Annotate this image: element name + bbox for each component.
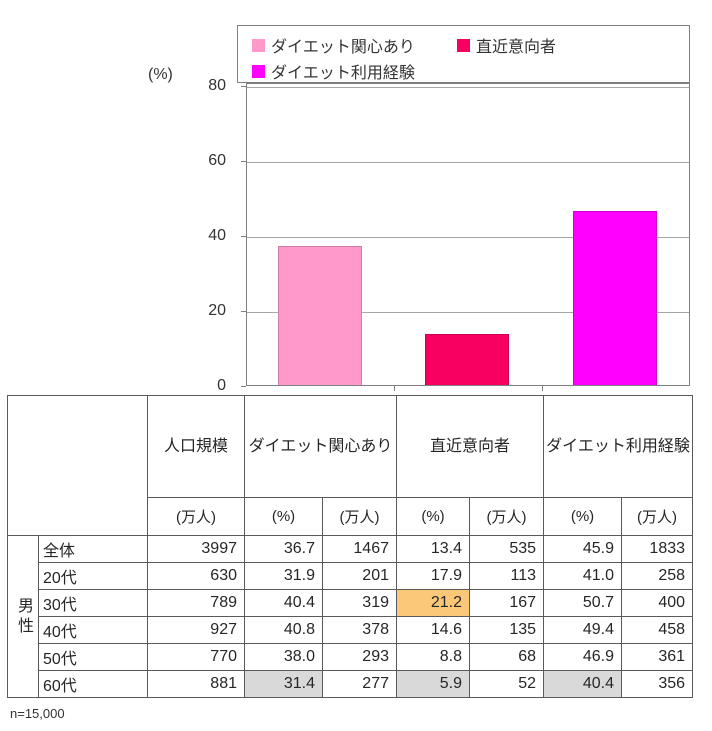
bar-diet-experience (573, 211, 657, 385)
row-label: 50代 (38, 643, 148, 671)
unit-cell: (%) (244, 497, 323, 536)
data-cell: 49.4 (543, 616, 623, 644)
data-cell-highlighted: 40.4 (543, 670, 623, 698)
x-tick-mark (542, 386, 543, 391)
legend-label: 直近意向者 (476, 39, 557, 56)
data-cell: 630 (147, 562, 245, 590)
row-label: 30代 (38, 589, 148, 617)
gridline-20 (247, 312, 689, 313)
y-tick-mark (241, 86, 246, 87)
row-label: 全体 (38, 535, 148, 563)
y-tick-mark (241, 311, 246, 312)
legend-item-experience: ダイエット利用経験 (252, 59, 415, 83)
y-axis-unit-label: (%) (148, 66, 173, 83)
group-label-male: 男性 (7, 535, 39, 698)
data-cell: 68 (468, 643, 545, 671)
y-tick-label: 60 (208, 152, 226, 169)
row-label: 40代 (38, 616, 148, 644)
data-cell: 45.9 (543, 535, 623, 563)
data-cell: 52 (468, 670, 545, 698)
y-tick-label: 40 (208, 227, 226, 244)
bar-diet-interest (278, 246, 362, 385)
data-cell: 277 (322, 670, 397, 698)
data-cell: 3997 (147, 535, 245, 563)
data-cell: 13.4 (396, 535, 470, 563)
data-cell: 927 (147, 616, 245, 644)
data-cell: 41.0 (543, 562, 623, 590)
col-header-population: 人口規模 (147, 395, 245, 498)
data-cell-highlighted: 31.4 (244, 670, 323, 698)
unit-cell: (万人) (468, 497, 545, 536)
data-cell: 113 (468, 562, 545, 590)
data-cell: 46.9 (543, 643, 623, 671)
sample-size-note: n=15,000 (10, 706, 65, 721)
bar-recent-intent (425, 334, 509, 385)
legend-label: ダイエット関心あり (271, 39, 415, 56)
data-cell: 789 (147, 589, 245, 617)
data-cell: 31.9 (244, 562, 323, 590)
data-cell: 135 (468, 616, 545, 644)
data-cell: 167 (468, 589, 545, 617)
unit-cell: (万人) (147, 497, 245, 536)
data-cell: 258 (621, 562, 694, 590)
data-cell: 40.8 (244, 616, 323, 644)
chart-legend: ダイエット関心あり 直近意向者 ダイエット利用経験 (237, 25, 690, 83)
data-cell: 201 (322, 562, 397, 590)
legend-label: ダイエット利用経験 (271, 65, 415, 82)
y-tick-label: 80 (208, 77, 226, 94)
plot-area (246, 83, 690, 386)
y-tick-mark (241, 236, 246, 237)
data-cell: 770 (147, 643, 245, 671)
legend-swatch-magenta-icon (252, 64, 265, 78)
unit-cell: (%) (396, 497, 470, 536)
legend-item-intent: 直近意向者 (457, 33, 556, 57)
col-header-experience: ダイエット利用経験 (543, 395, 694, 498)
y-tick-label: 0 (217, 377, 226, 394)
col-header-intent: 直近意向者 (395, 395, 545, 498)
data-cell: 378 (322, 616, 397, 644)
gridline-40 (247, 237, 689, 238)
data-cell: 8.8 (396, 643, 470, 671)
data-cell-highlighted: 5.9 (396, 670, 470, 698)
y-tick-mark (241, 161, 246, 162)
data-cell: 50.7 (543, 589, 623, 617)
x-tick-mark (394, 386, 395, 391)
gridline-60 (247, 162, 689, 163)
table-blank-corner (7, 395, 148, 536)
data-cell: 1467 (322, 535, 397, 563)
legend-swatch-pink-icon (252, 38, 265, 52)
legend-item-interest: ダイエット関心あり (252, 33, 415, 57)
data-cell: 1833 (621, 535, 694, 563)
legend-swatch-crimson-icon (457, 38, 470, 52)
data-table: 人口規模 ダイエット関心あり 直近意向者 ダイエット利用経験 (万人) (%) … (7, 395, 694, 698)
data-cell: 400 (621, 589, 694, 617)
row-label: 20代 (38, 562, 148, 590)
y-tick-mark (241, 386, 246, 387)
data-cell: 17.9 (396, 562, 470, 590)
data-cell: 36.7 (244, 535, 323, 563)
unit-cell: (%) (543, 497, 623, 536)
data-cell: 535 (468, 535, 545, 563)
data-cell: 293 (322, 643, 397, 671)
data-cell: 14.6 (396, 616, 470, 644)
data-cell: 38.0 (244, 643, 323, 671)
data-cell: 319 (322, 589, 397, 617)
unit-cell: (万人) (621, 497, 694, 536)
data-cell: 881 (147, 670, 245, 698)
data-cell: 361 (621, 643, 694, 671)
data-cell: 458 (621, 616, 694, 644)
gridline-80 (247, 87, 689, 88)
data-cell: 40.4 (244, 589, 323, 617)
data-cell-highlighted: 21.2 (396, 589, 470, 617)
data-cell: 356 (621, 670, 694, 698)
unit-cell: (万人) (322, 497, 397, 536)
y-tick-label: 20 (208, 302, 226, 319)
row-label: 60代 (38, 670, 148, 698)
col-header-interest: ダイエット関心あり (244, 395, 397, 498)
